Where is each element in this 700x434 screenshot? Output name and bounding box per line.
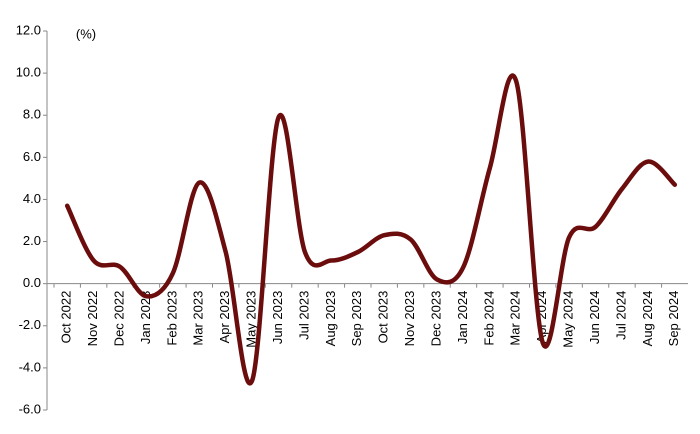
x-tick-label: Mar 2023	[191, 291, 206, 346]
y-tick-label: 2.0	[23, 233, 41, 248]
x-tick-label: Jul 2023	[296, 291, 311, 340]
y-tick-label: 6.0	[23, 149, 41, 164]
x-tick-label: Oct 2022	[59, 291, 74, 344]
x-tick-label: Dec 2022	[111, 291, 126, 347]
x-tick-label: May 2024	[561, 291, 576, 348]
y-tick-label: 12.0	[16, 22, 41, 37]
x-tick-label: Sep 2023	[349, 291, 364, 347]
y-tick-label: 8.0	[23, 107, 41, 122]
y-tick-label: -6.0	[19, 401, 41, 416]
x-tick-label: Feb 2024	[481, 291, 496, 346]
x-tick-label: Feb 2023	[164, 291, 179, 346]
data-line	[64, 73, 678, 386]
x-tick-label: Jun 2024	[587, 291, 602, 345]
x-tick-label: Oct 2023	[376, 291, 391, 344]
y-tick-label: -2.0	[19, 317, 41, 332]
x-tick-label: Apr 2023	[217, 291, 232, 344]
x-tick-label: Mar 2024	[508, 291, 523, 346]
x-tick-label: Aug 2023	[323, 291, 338, 347]
x-tick-label: Nov 2022	[85, 291, 100, 347]
x-tick-label: Dec 2023	[428, 291, 443, 347]
x-tick-label: Jan 2024	[455, 291, 470, 345]
x-tick-label: Jun 2023	[270, 291, 285, 345]
unit-label: (%)	[76, 26, 96, 41]
x-tick-label: Jan 2023	[138, 291, 153, 345]
y-tick-label: 4.0	[23, 191, 41, 206]
y-tick-label: 10.0	[16, 65, 41, 80]
x-tick-label: Sep 2024	[666, 291, 681, 347]
x-tick-label: Aug 2024	[640, 291, 655, 347]
y-tick-label: -4.0	[19, 359, 41, 374]
x-tick-label: May 2023	[244, 291, 259, 348]
y-tick-label: 0.0	[23, 275, 41, 290]
x-tick-label: Jul 2024	[613, 291, 628, 340]
x-tick-label: Nov 2023	[402, 291, 417, 347]
